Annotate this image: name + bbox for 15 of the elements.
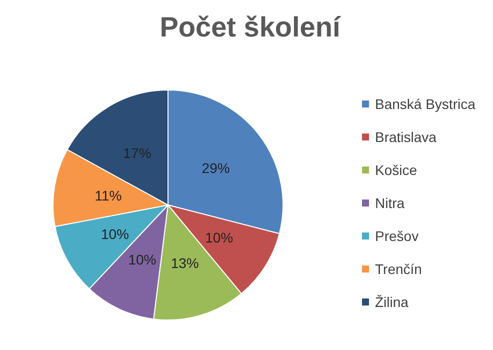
legend-label: Žilina — [375, 294, 409, 310]
chart-title: Počet školení — [160, 12, 342, 42]
data-label: 10% — [100, 226, 129, 242]
legend-label: Prešov — [375, 228, 419, 244]
legend-label: Bratislava — [375, 129, 437, 145]
data-label: 13% — [170, 255, 199, 272]
data-label: 29% — [202, 160, 230, 176]
legend-label: Banská Bystrica — [375, 96, 476, 112]
data-label: 17% — [123, 144, 152, 161]
legend-label: Trenčín — [375, 261, 422, 277]
data-label: 10% — [205, 229, 234, 246]
data-label: 11% — [94, 188, 122, 204]
legend-label: Nitra — [375, 195, 405, 211]
legend-label: Košice — [375, 162, 418, 178]
data-label: 10% — [128, 252, 156, 268]
